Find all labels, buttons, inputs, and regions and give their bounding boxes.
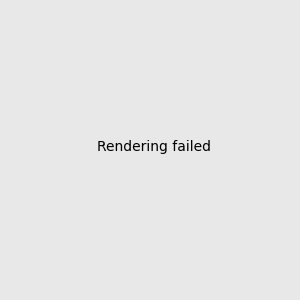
Text: Rendering failed: Rendering failed xyxy=(97,140,211,154)
